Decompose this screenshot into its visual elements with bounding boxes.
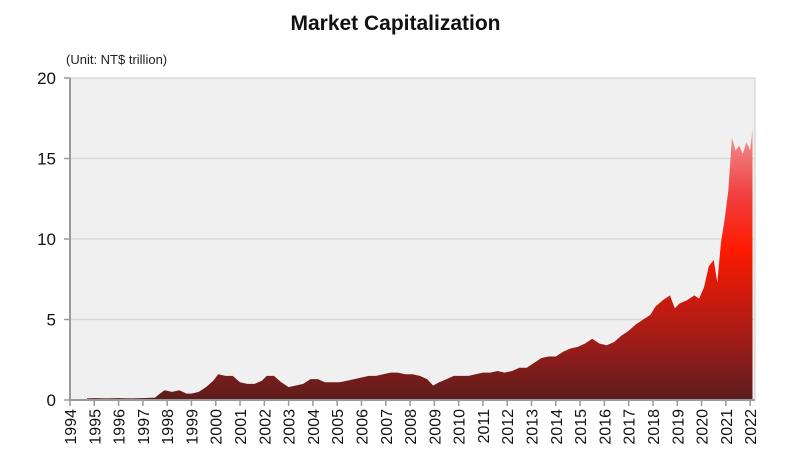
y-tick-label: 0 — [47, 391, 56, 410]
x-tick-label: 1997 — [136, 409, 153, 445]
x-tick-label: 2005 — [330, 409, 347, 445]
x-tick-label: 2018 — [646, 409, 663, 445]
x-tick-label: 1999 — [184, 409, 201, 445]
x-tick-label: 2015 — [573, 409, 590, 445]
gridlines — [70, 77, 755, 321]
x-tick-label: 2009 — [427, 409, 444, 445]
y-tick-label: 15 — [37, 150, 56, 169]
x-tick-label: 2019 — [670, 409, 687, 445]
x-tick-label: 2000 — [209, 409, 226, 445]
chart-title: Market Capitalization — [290, 12, 501, 35]
x-axis-ticks: 1994 1995 1996 1997 1998 1999 2000 2001 2002 2003… — [63, 400, 760, 445]
x-tick-label: 1995 — [87, 409, 104, 445]
x-tick-label: 2006 — [354, 409, 371, 445]
x-tick-label: 2016 — [597, 409, 614, 445]
x-tick-label: 2020 — [695, 409, 712, 445]
x-tick-label: 2002 — [257, 409, 274, 445]
x-tick-label: 2014 — [549, 409, 566, 445]
x-tick-label: 1996 — [112, 409, 129, 445]
x-tick-label: 2004 — [306, 409, 323, 445]
x-tick-label: 2003 — [282, 409, 299, 445]
y-tick-label: 20 — [37, 69, 56, 88]
y-tick-label: 10 — [37, 230, 56, 249]
x-tick-label: 2021 — [719, 409, 736, 445]
x-tick-label: 1998 — [160, 409, 177, 445]
x-tick-label: 2011 — [476, 409, 493, 444]
x-tick-label: 1994 — [63, 409, 80, 445]
x-tick-label: 2022 — [743, 409, 760, 445]
x-tick-label: 2010 — [452, 409, 469, 445]
x-tick-label: 2017 — [622, 409, 639, 445]
y-axis-ticks: 0 5 10 15 20 — [37, 69, 70, 410]
x-tick-label: 2007 — [379, 409, 396, 445]
market-cap-area — [87, 129, 753, 400]
x-tick-label: 2012 — [500, 409, 517, 445]
x-tick-label: 2001 — [233, 409, 250, 445]
y-tick-label: 5 — [47, 311, 56, 330]
x-tick-label: 2008 — [403, 409, 420, 445]
unit-note: (Unit: NT$ trillion) — [66, 52, 168, 67]
x-tick-label: 2013 — [525, 409, 542, 445]
